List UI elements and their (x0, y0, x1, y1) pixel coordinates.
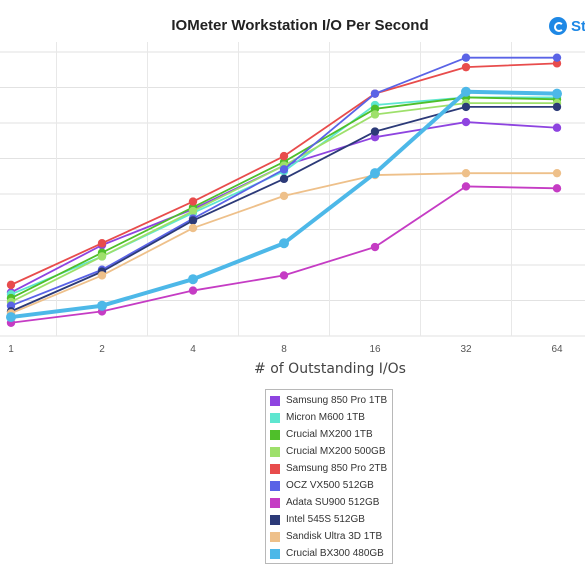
data-point (370, 110, 380, 119)
data-point (461, 182, 471, 191)
x-axis-ticks: 1 2 4 8 16 32 64 (8, 344, 563, 355)
legend-label: Sandisk Ultra 3D 1TB (286, 531, 383, 542)
data-point (188, 216, 198, 225)
data-point (461, 117, 471, 127)
data-point (370, 242, 380, 252)
legend-swatch (270, 480, 280, 491)
legend-label: Samsung 850 Pro 1TB (286, 395, 388, 406)
chart-grid (0, 42, 585, 337)
series-line (10, 121, 558, 294)
data-point (279, 238, 289, 249)
data-point (279, 191, 289, 201)
x-tick-label: 64 (551, 344, 563, 355)
data-point (552, 168, 562, 178)
brand-logo: St (549, 15, 585, 37)
chart-series (6, 53, 562, 327)
legend-item: Sandisk Ultra 3D 1TB (270, 528, 392, 545)
legend-item: Samsung 850 Pro 1TB (270, 392, 392, 409)
series-samsung-850-pro-1tb (6, 117, 562, 297)
legend-swatch (270, 497, 280, 508)
data-point (552, 123, 562, 132)
data-point (552, 102, 562, 112)
legend-item: Adata SU900 512GB (270, 494, 392, 511)
data-point (279, 271, 289, 280)
line-chart: 1 2 4 8 16 32 64 (0, 42, 585, 355)
legend-swatch (270, 463, 280, 474)
chart-title: IOMeter Workstation I/O Per Second (171, 17, 429, 34)
data-point (461, 168, 471, 178)
data-point (552, 53, 562, 62)
brand-text: St (571, 17, 585, 35)
legend-item: Crucial MX200 1TB (270, 426, 392, 443)
legend-swatch (270, 548, 280, 559)
legend-label: Micron M600 1TB (286, 412, 365, 423)
chart-legend: Samsung 850 Pro 1TB Micron M600 1TB Crucia… (265, 389, 393, 564)
data-point (6, 312, 16, 323)
data-point (97, 300, 107, 311)
legend-item: Samsung 850 Pro 2TB (270, 460, 392, 477)
legend-label: OCZ VX500 512GB (286, 480, 374, 491)
data-point (461, 86, 471, 97)
data-point (461, 102, 471, 112)
data-point (279, 174, 289, 184)
legend-label: Samsung 850 Pro 2TB (286, 463, 388, 474)
legend-label: Adata SU900 512GB (286, 497, 380, 508)
x-tick-label: 2 (99, 344, 105, 355)
data-point (461, 62, 471, 72)
data-point (188, 206, 198, 216)
data-point (188, 223, 198, 233)
x-tick-label: 32 (460, 344, 472, 355)
data-point (188, 197, 198, 206)
legend-swatch (270, 531, 280, 542)
legend-item: Intel 545S 512GB (270, 511, 392, 528)
x-axis-label: # of Outstanding I/Os (254, 361, 406, 377)
data-point (370, 127, 380, 136)
data-point (279, 151, 289, 161)
data-point (188, 274, 198, 285)
legend-label: Intel 545S 512GB (286, 514, 365, 525)
data-point (6, 280, 16, 290)
x-tick-label: 16 (369, 344, 381, 355)
x-tick-label: 4 (190, 344, 196, 355)
legend-item: Crucial MX200 500GB (270, 443, 392, 460)
data-point (461, 53, 471, 62)
data-point (97, 252, 107, 261)
series-intel-545s-512gb (6, 102, 562, 316)
data-point (97, 239, 107, 248)
data-point (552, 88, 562, 99)
legend-label: Crucial BX300 480GB (286, 548, 384, 559)
data-point (370, 89, 380, 98)
series-line (10, 185, 558, 324)
x-tick-label: 1 (8, 344, 14, 355)
legend-swatch (270, 429, 280, 440)
series-adata-su900-512gb (6, 182, 562, 327)
legend-swatch (270, 514, 280, 525)
legend-swatch (270, 395, 280, 406)
brand-icon (549, 17, 567, 35)
data-point (370, 168, 380, 179)
series-line (10, 106, 557, 313)
legend-item: OCZ VX500 512GB (270, 477, 392, 494)
data-point (279, 165, 289, 174)
legend-swatch (270, 446, 280, 457)
legend-item: Micron M600 1TB (270, 409, 392, 426)
legend-item: Crucial BX300 480GB (270, 545, 392, 562)
legend-label: Crucial MX200 1TB (286, 429, 373, 440)
series-line (10, 89, 558, 320)
legend-swatch (270, 412, 280, 423)
data-point (188, 286, 198, 295)
series-crucial-bx300-480gb (6, 86, 562, 323)
legend-label: Crucial MX200 500GB (286, 446, 386, 457)
data-point (552, 184, 562, 193)
data-point (97, 271, 107, 280)
x-tick-label: 8 (281, 344, 287, 355)
